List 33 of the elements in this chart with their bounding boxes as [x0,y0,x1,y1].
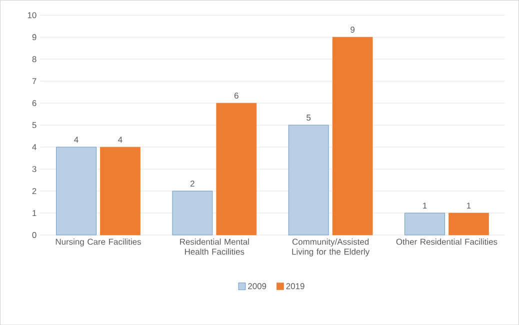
x-tick-label: Residential Mental Health Facilities [180,238,249,255]
y-tick-label: 9 [32,34,36,40]
data-label: 4 [118,136,122,143]
legend-label: 2019 [286,283,304,290]
bar [404,212,445,236]
legend-label: 2009 [248,283,266,290]
bar [332,36,373,236]
y-tick-label: 3 [32,166,36,172]
y-tick-label: 7 [32,78,36,84]
x-tick-label: Community/Assisted Living for the Elderly [292,238,370,256]
bar [288,124,329,236]
data-label: 6 [234,92,238,99]
x-tick-label: Other Residential Facilities [396,238,498,245]
bar [216,102,257,236]
bar [100,146,140,236]
y-tick-label: 6 [32,100,36,106]
data-label: 9 [350,26,355,33]
bar [172,190,213,236]
data-label: 5 [306,114,311,121]
x-tick-label: Nursing Care Facilities [56,238,141,246]
y-tick-label: 0 [32,232,36,238]
y-tick-label: 5 [32,122,36,128]
y-tick-label: 4 [32,144,36,150]
bar [448,212,489,236]
bar [56,146,96,236]
data-label: 2 [190,180,194,186]
data-label: 4 [74,136,78,143]
y-tick-label: 8 [32,56,36,62]
y-tick-label: 10 [28,12,36,18]
data-label: 1 [467,202,471,208]
data-label: 1 [423,202,427,208]
y-tick-label: 2 [32,188,36,194]
y-tick-label: 1 [32,210,36,216]
